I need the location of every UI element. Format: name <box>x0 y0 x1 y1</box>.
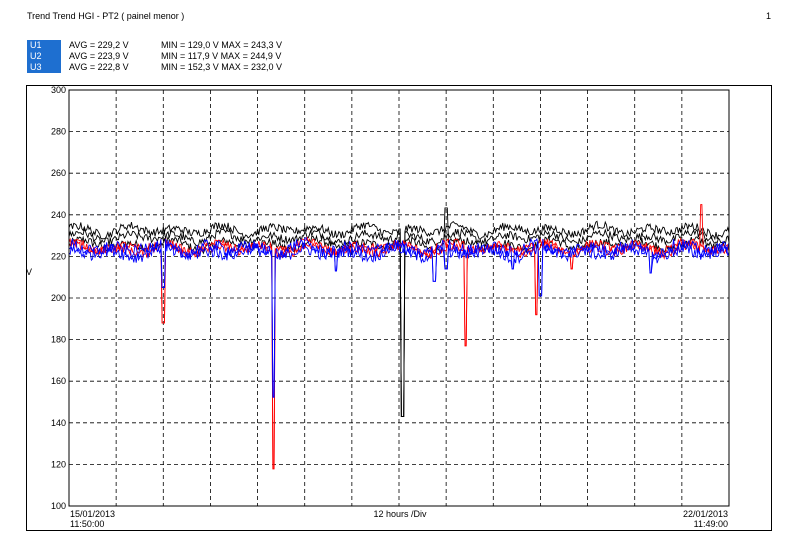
y-tick-label: 220 <box>51 251 66 261</box>
y-tick-label: 120 <box>51 459 66 469</box>
legend-minmax: MIN = 129,0 V MAX = 243,3 V <box>161 40 283 50</box>
plot-area <box>68 89 730 507</box>
series-trace <box>68 207 730 418</box>
y-axis: 100 120 140 160 180 200 220 240 260 280 300 <box>51 85 66 511</box>
y-tick-label: 180 <box>51 335 66 345</box>
legend-entry-u3: U3 RMS AVG = 222,8 V MIN = 152,3 V MAX =… <box>27 62 283 83</box>
x-start-date: 15/01/2013 <box>70 509 115 519</box>
legend-avg: AVG = 223,9 V <box>69 51 129 61</box>
series-trace <box>68 236 730 470</box>
page-number: 1 <box>766 11 772 21</box>
y-tick-label: 140 <box>51 418 66 428</box>
legend-avg: AVG = 229,2 V <box>69 40 129 50</box>
y-tick-label: 100 <box>51 501 66 511</box>
legend-avg: AVG = 222,8 V <box>69 62 129 72</box>
legend-minmax: MIN = 117,9 V MAX = 244,9 V <box>161 51 282 61</box>
chart-frame <box>26 85 772 531</box>
y-tick-label: 300 <box>51 85 66 95</box>
x-axis-label: 12 hours /Div <box>373 509 427 519</box>
legend-label: U3 RMS <box>27 62 61 83</box>
legend: U1 RMS AVG = 229,2 V MIN = 129,0 V MAX =… <box>27 40 283 83</box>
x-start-time: 11:50:00 <box>70 519 104 529</box>
series-trace <box>68 220 730 418</box>
series-u1-rms <box>68 207 730 418</box>
y-tick-label: 240 <box>51 210 66 220</box>
y-axis-label: V <box>26 267 32 277</box>
series-layer <box>68 204 730 470</box>
series-u3-rms <box>68 237 730 398</box>
series-trace <box>68 227 730 418</box>
series-trace <box>68 242 730 398</box>
x-end-date: 22/01/2013 <box>683 509 728 519</box>
x-end-time: 11:49:00 <box>694 519 728 529</box>
y-tick-label: 200 <box>51 293 66 303</box>
grid <box>69 90 729 506</box>
legend-minmax: MIN = 152,3 V MAX = 232,0 V <box>161 62 283 72</box>
y-tick-label: 280 <box>51 127 66 137</box>
y-tick-label: 260 <box>51 168 66 178</box>
series-trace <box>68 237 730 398</box>
y-tick-label: 160 <box>51 376 66 386</box>
chart-title: Trend Trend HGI - PT2 ( painel menor ) <box>27 11 185 21</box>
